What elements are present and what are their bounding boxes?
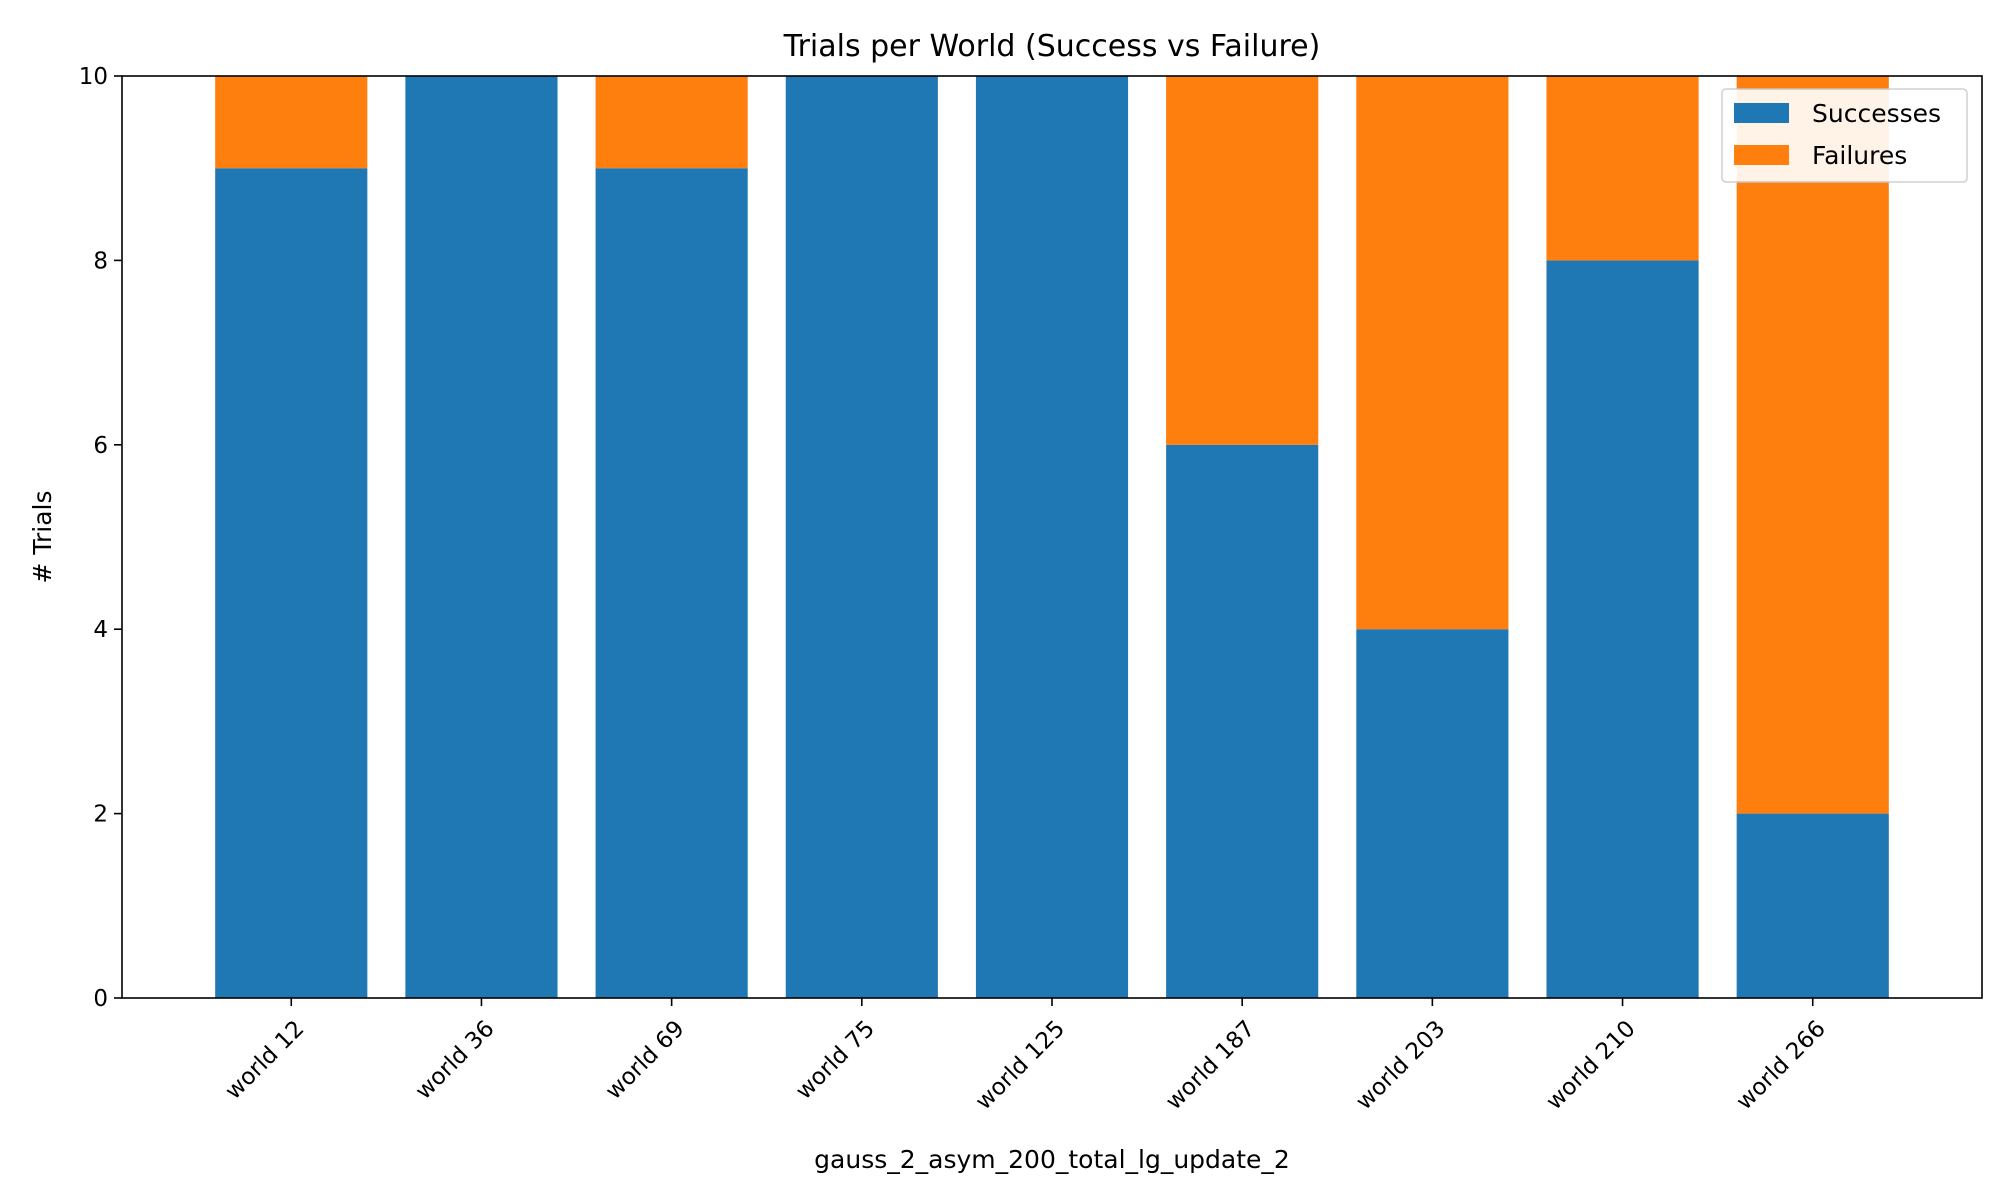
x-tick-label: world 187	[1161, 1016, 1260, 1115]
legend-label-successes: Successes	[1812, 99, 1941, 128]
bar-successes-1	[405, 76, 558, 998]
y-tick-label: 8	[93, 248, 108, 274]
bar-successes-0	[215, 168, 368, 998]
x-tick-label: world 36	[411, 1016, 500, 1105]
chart-title: Trials per World (Success vs Failure)	[783, 29, 1321, 64]
y-tick-label: 10	[79, 64, 108, 90]
bar-failures-5	[1166, 76, 1319, 445]
x-axis-label: gauss_2_asym_200_total_lg_update_2	[814, 1145, 1290, 1174]
bar-successes-6	[1356, 629, 1509, 998]
y-tick-label: 0	[93, 986, 108, 1012]
legend-swatch-successes	[1734, 103, 1789, 123]
bars-layer	[215, 76, 1889, 998]
bar-successes-8	[1736, 813, 1889, 998]
legend: Successes Failures	[1721, 88, 1968, 183]
bar-successes-5	[1166, 444, 1319, 998]
bar-failures-8	[1736, 76, 1889, 814]
bar-failures-6	[1356, 76, 1509, 630]
bar-failures-2	[595, 76, 748, 169]
y-tick-label: 2	[93, 802, 108, 828]
y-axis-label: # Trials	[28, 490, 57, 583]
bar-successes-7	[1546, 260, 1699, 998]
bar-successes-4	[975, 76, 1129, 998]
x-tick-label: world 125	[971, 1016, 1070, 1115]
x-tick-label: world 75	[791, 1016, 880, 1105]
x-tick-label: world 210	[1541, 1016, 1640, 1115]
bar-failures-0	[215, 76, 368, 169]
y-tick-label: 6	[93, 433, 108, 459]
x-tick-label: world 203	[1351, 1016, 1450, 1115]
x-tick-label: world 69	[601, 1016, 690, 1105]
bar-successes-3	[785, 76, 938, 998]
y-tick-label: 4	[93, 617, 108, 643]
legend-swatch-failures	[1734, 145, 1789, 165]
x-tick-label: world 266	[1731, 1016, 1830, 1115]
bar-successes-2	[595, 168, 748, 998]
x-tick-label: world 12	[220, 1016, 309, 1105]
bar-failures-7	[1546, 76, 1699, 261]
legend-label-failures: Failures	[1812, 141, 1907, 170]
